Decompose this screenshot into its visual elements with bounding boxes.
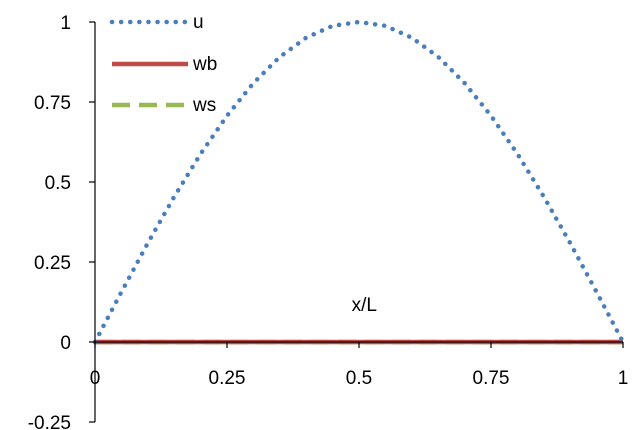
x-tick-label: 0.75 — [473, 368, 510, 389]
y-tick-label: 0 — [60, 333, 71, 354]
legend-label-u: u — [193, 12, 204, 33]
x-tick-label: 0.5 — [346, 368, 372, 389]
x-tick-label: 0.25 — [209, 368, 246, 389]
axes-layer — [94, 22, 623, 422]
y-tick-label: 0.75 — [34, 93, 71, 114]
x-tick-label: 1 — [618, 368, 629, 389]
legend-label-ws: ws — [192, 95, 216, 116]
y-tick-label: 0.5 — [45, 173, 71, 194]
series-layer — [92, 19, 626, 345]
series-line-u — [92, 19, 626, 345]
y-tick-label: -0.25 — [28, 413, 71, 430]
y-tick-label: 1 — [60, 13, 71, 34]
legend: u wb ws — [109, 12, 217, 116]
legend-label-wb: wb — [192, 54, 217, 75]
x-tick-label: 0 — [90, 368, 101, 389]
x-axis-title: x/L — [352, 295, 377, 316]
ticks-layer: -0.25 0 0.25 0.5 0.75 1 0 0.25 0.5 0.75 1 — [28, 13, 629, 430]
y-tick-label: 0.25 — [34, 253, 71, 274]
